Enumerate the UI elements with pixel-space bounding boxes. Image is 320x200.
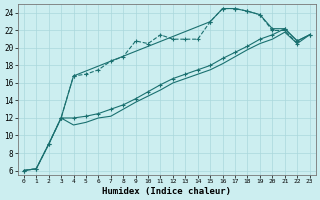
X-axis label: Humidex (Indice chaleur): Humidex (Indice chaleur) [102, 187, 231, 196]
